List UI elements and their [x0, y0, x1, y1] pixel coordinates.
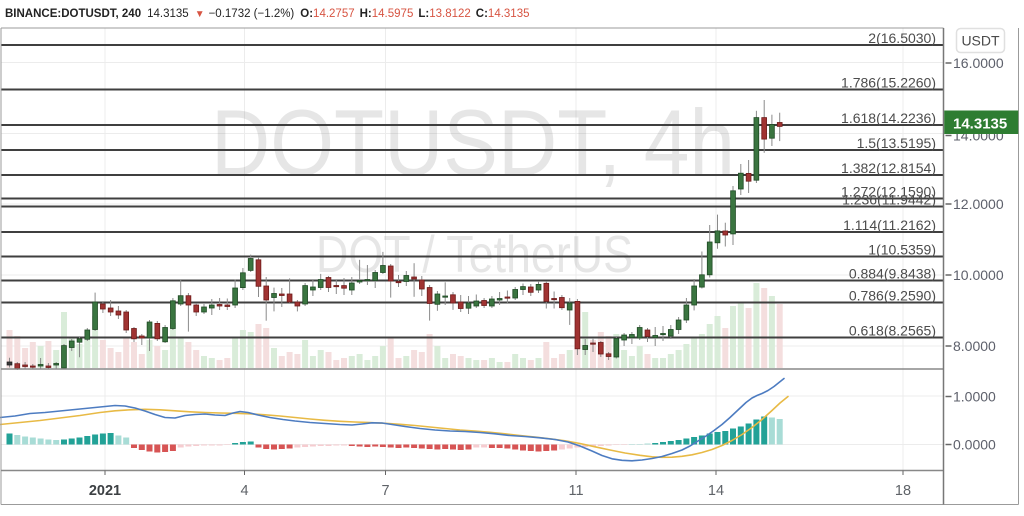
svg-text:1.236(11.9442): 1.236(11.9442) [842, 192, 936, 208]
svg-text:2(16.5030): 2(16.5030) [868, 30, 936, 46]
svg-text:1.382(12.8154): 1.382(12.8154) [841, 160, 936, 176]
svg-text:1.0000: 1.0000 [953, 389, 996, 405]
svg-text:0.618(8.2565): 0.618(8.2565) [849, 323, 936, 339]
svg-text:12.0000: 12.0000 [953, 196, 1004, 212]
svg-text:1.618(14.2236): 1.618(14.2236) [841, 110, 936, 126]
svg-text:1.272(12.1590): 1.272(12.1590) [841, 184, 936, 200]
svg-text:10.0000: 10.0000 [953, 267, 1004, 283]
svg-text:16.0000: 16.0000 [953, 55, 1004, 71]
svg-text:1.786(15.2260): 1.786(15.2260) [841, 75, 936, 91]
svg-text:1.114(11.2162): 1.114(11.2162) [843, 217, 936, 233]
svg-text:11: 11 [568, 483, 583, 499]
svg-text:DOT / TetherUS: DOT / TetherUS [316, 226, 633, 284]
svg-text:14: 14 [708, 483, 724, 499]
svg-text:2021: 2021 [89, 483, 121, 499]
svg-text:1(10.5359): 1(10.5359) [868, 242, 936, 258]
svg-text:USDT: USDT [961, 33, 1000, 49]
svg-text:14.3135: 14.3135 [953, 116, 1007, 133]
svg-text:4: 4 [240, 483, 248, 499]
svg-text:7: 7 [381, 483, 389, 499]
svg-text:0.884(9.8438): 0.884(9.8438) [849, 266, 936, 282]
svg-text:DOTUSDT, 4h: DOTUSDT, 4h [211, 90, 735, 195]
svg-text:0.786(9.2590): 0.786(9.2590) [849, 288, 936, 304]
svg-text:8.0000: 8.0000 [953, 338, 996, 354]
svg-text:1.5(13.5195): 1.5(13.5195) [857, 135, 936, 151]
svg-text:0.0000: 0.0000 [953, 437, 996, 453]
svg-text:18: 18 [895, 483, 911, 499]
